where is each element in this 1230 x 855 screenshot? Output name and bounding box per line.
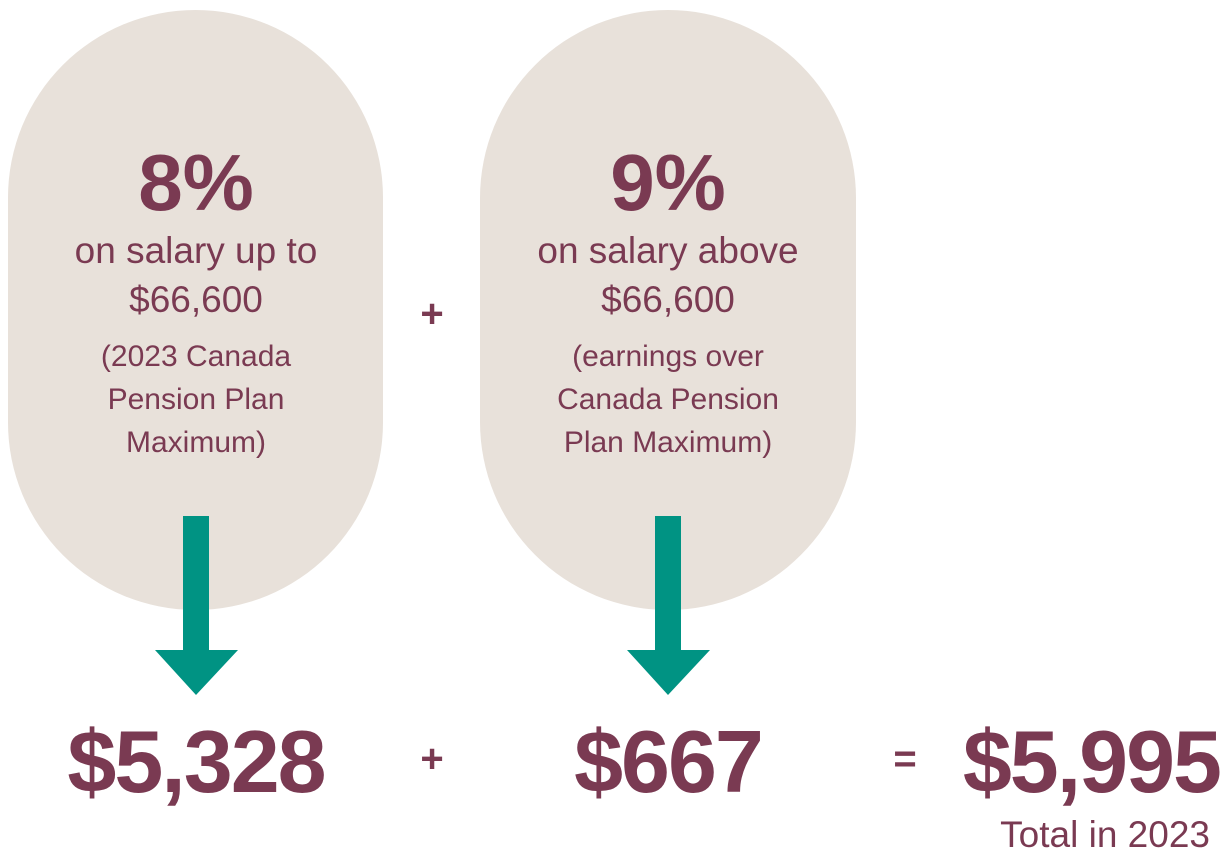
right-arrow: [627, 516, 710, 695]
right-line: on salary above: [537, 230, 798, 271]
left-amount: $5,328: [67, 712, 324, 811]
left-pill: [8, 10, 383, 610]
total-label: Total in 2023: [1000, 814, 1210, 855]
left-line: $66,600: [129, 279, 263, 320]
equals-operator: =: [893, 737, 916, 781]
left-note: Maximum): [126, 426, 266, 459]
right-line: $66,600: [601, 279, 735, 320]
total-amount: $5,995: [963, 712, 1220, 811]
plus-operator: +: [420, 737, 443, 781]
right-note: Plan Maximum): [564, 426, 772, 459]
left-arrow: [155, 516, 238, 695]
left-note: (2023 Canada: [101, 340, 291, 373]
left-line: on salary up to: [75, 230, 318, 271]
plus-operator: +: [420, 292, 443, 336]
right-percent: 9%: [610, 138, 726, 227]
left-note: Pension Plan: [108, 383, 285, 416]
right-note: (earnings over: [572, 340, 764, 373]
right-amount: $667: [574, 712, 762, 811]
left-percent: 8%: [138, 138, 254, 227]
right-pill: [480, 10, 856, 610]
right-note: Canada Pension: [557, 383, 779, 416]
